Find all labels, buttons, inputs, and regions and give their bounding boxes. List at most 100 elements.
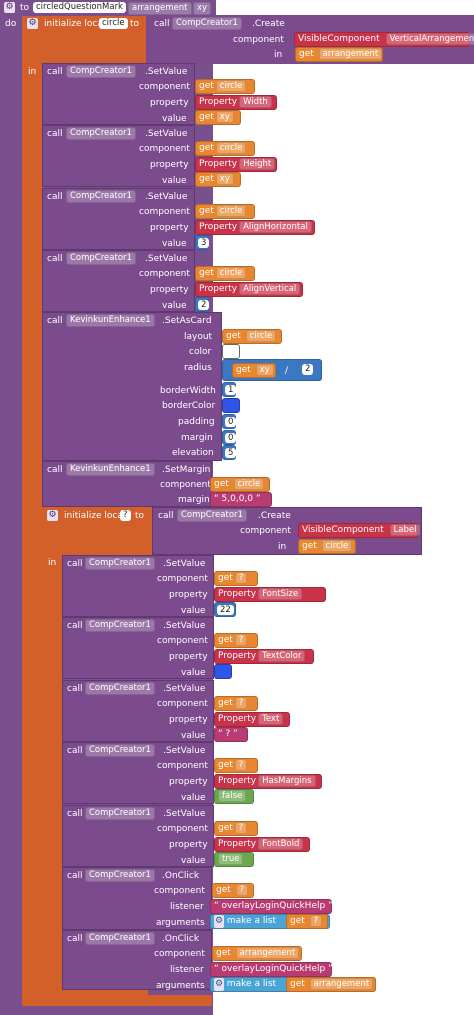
chip-dropdown[interactable]: xy (215, 173, 234, 185)
get-q[interactable]: get? (214, 571, 258, 586)
chip-dropdown[interactable]: ? (234, 697, 248, 709)
creator-dropdown[interactable]: CompCreator1 (85, 744, 155, 757)
get-q[interactable]: get? (214, 696, 258, 711)
text-value[interactable]: 5,0,0,0 (221, 494, 254, 504)
divisor-number[interactable]: 2 (302, 364, 314, 375)
get-circle[interactable]: get circle (298, 539, 356, 554)
num-field[interactable]: 0 (225, 433, 237, 443)
color-swatch-white[interactable] (222, 344, 240, 359)
text-block[interactable]: “ ? ” (214, 727, 248, 742)
num-field[interactable]: 1 (225, 385, 237, 395)
list-gear-icon[interactable]: ⚙ (214, 915, 224, 928)
list-gear-icon[interactable]: ⚙ (214, 978, 224, 991)
bool-dropdown[interactable]: true (218, 853, 244, 865)
creator-dropdown[interactable]: CompCreator1 (66, 65, 136, 78)
number-block[interactable]: 22 (214, 602, 236, 617)
margin-number[interactable]: 0 (222, 430, 237, 445)
creator-dropdown[interactable]: CompCreator1 (85, 869, 155, 882)
get-q[interactable]: get? (214, 758, 258, 773)
setvalue-block[interactable] (62, 680, 214, 742)
number-block[interactable]: 3 (195, 235, 210, 250)
text-value[interactable]: overlayLoginQuickHelp (221, 901, 326, 911)
chip-dropdown[interactable]: FontBold (258, 838, 304, 850)
property-block[interactable]: Property FontSize (214, 587, 326, 602)
setvalue-block[interactable] (42, 250, 195, 312)
setvalue-block[interactable] (62, 742, 214, 804)
setvalue-block[interactable] (62, 617, 214, 679)
get-arrangement[interactable]: get arrangement (286, 977, 376, 992)
padding-number[interactable]: 0 (222, 414, 237, 429)
margin-text[interactable]: “ 5,0,0,0 ” (210, 492, 272, 507)
textcolor-swatch[interactable] (214, 664, 232, 679)
visible-component-label[interactable]: VisibleComponent Label (298, 523, 421, 538)
procedure-name-field[interactable]: circledQuestionMark (33, 2, 126, 13)
onclick-block-2[interactable] (62, 930, 212, 990)
var-dropdown[interactable]: circle (245, 330, 277, 342)
property-block[interactable]: Property Height (195, 157, 277, 172)
chip-dropdown[interactable]: ? (234, 572, 248, 584)
param-xy[interactable]: xy (193, 2, 212, 15)
num-field[interactable]: 0 (225, 417, 237, 427)
property-block[interactable]: Property HasMargins (214, 774, 322, 789)
get-arrangement[interactable]: get arrangement (212, 946, 302, 961)
get-circle[interactable]: get circle (195, 266, 255, 281)
chip-dropdown[interactable]: circle (215, 205, 247, 217)
num-field[interactable]: 22 (217, 605, 234, 615)
chip-dropdown[interactable]: TextColor (258, 650, 306, 662)
get-arrangement[interactable]: get arrangement (295, 47, 383, 62)
get-xy[interactable]: get xy (195, 110, 241, 125)
creator-dropdown[interactable]: CompCreator1 (177, 509, 247, 522)
setvalue-block[interactable] (42, 188, 195, 250)
chip-dropdown[interactable]: FontSize (258, 588, 303, 600)
chip-dropdown[interactable]: HasMargins (258, 775, 316, 787)
get-q[interactable]: get ? (286, 914, 328, 929)
setvalue-block[interactable] (62, 805, 214, 867)
var-dropdown[interactable]: arrangement (235, 947, 300, 959)
chip-dropdown[interactable]: ? (234, 634, 248, 646)
get-xy[interactable]: get xy (195, 172, 241, 187)
get-q[interactable]: get? (214, 633, 258, 648)
creator-dropdown[interactable]: CompCreator1 (85, 557, 155, 570)
chip-dropdown[interactable]: circle (215, 80, 247, 92)
local-var-circle[interactable]: circle (99, 18, 128, 29)
chip-dropdown[interactable]: Width (239, 96, 272, 108)
property-block[interactable]: Property TextColor (214, 649, 314, 664)
creator-dropdown[interactable]: CompCreator1 (66, 190, 136, 203)
onclick-block-1[interactable] (62, 867, 212, 930)
num-field[interactable]: 5 (225, 448, 237, 458)
visible-component-block[interactable]: VisibleComponent VerticalArrangement (294, 32, 474, 47)
init-gear-icon[interactable]: ⚙ (47, 510, 58, 521)
get-var-dropdown[interactable]: arrangement (318, 48, 383, 60)
creator-dropdown[interactable]: CompCreator1 (85, 682, 155, 695)
get-circle[interactable]: get circle (195, 79, 255, 94)
setvalue-block[interactable] (42, 63, 195, 125)
boolean-block[interactable]: false (214, 789, 254, 804)
vc-dropdown[interactable]: Label (389, 524, 421, 536)
chip-dropdown[interactable]: AlignHorizontal (239, 221, 312, 233)
listener-text[interactable]: “ overlayLoginQuickHelp ” (210, 962, 333, 977)
creator-dropdown[interactable]: CompCreator1 (66, 252, 136, 265)
creator-dropdown[interactable]: CompCreator1 (85, 807, 155, 820)
set-margin-block[interactable] (42, 461, 212, 507)
chip-dropdown[interactable]: ? (234, 759, 248, 771)
chip-dropdown[interactable]: xy (215, 111, 234, 123)
enhance-dropdown[interactable]: KevinkunEnhance1 (66, 314, 155, 327)
var-dropdown[interactable]: circle (233, 478, 265, 490)
get-xy[interactable]: get xy (232, 363, 276, 378)
creator-dropdown[interactable]: CompCreator1 (85, 619, 155, 632)
bordercolor-swatch[interactable] (222, 398, 240, 413)
creator-dropdown[interactable]: CompCreator1 (85, 932, 155, 945)
property-block[interactable]: Property FontBold (214, 837, 310, 852)
setvalue-block[interactable] (62, 555, 214, 617)
chip-dropdown[interactable]: circle (215, 267, 247, 279)
get-q[interactable]: get? (214, 821, 258, 836)
get-q[interactable]: get ? (212, 883, 254, 898)
get-circle[interactable]: get circle (210, 477, 270, 492)
num-field[interactable]: 3 (198, 238, 210, 248)
text-value[interactable]: overlayLoginQuickHelp (221, 964, 326, 974)
text-value[interactable]: ? (225, 729, 231, 739)
var-dropdown[interactable]: ? (309, 915, 323, 927)
chip-dropdown[interactable]: Text (258, 713, 284, 725)
property-block[interactable]: Property Width (195, 95, 277, 110)
chip-dropdown[interactable]: ? (234, 822, 248, 834)
